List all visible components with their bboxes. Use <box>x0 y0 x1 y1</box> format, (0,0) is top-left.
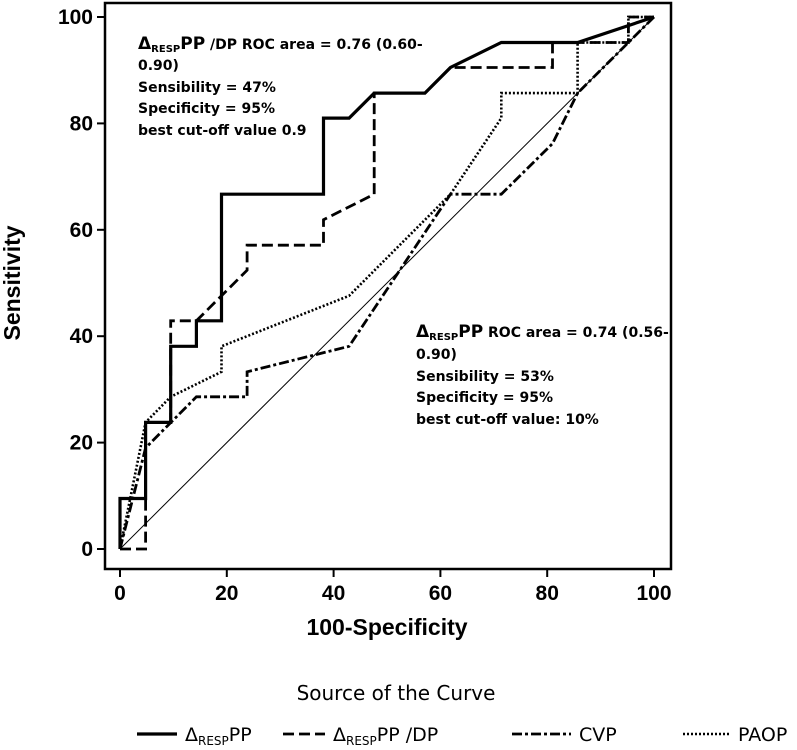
legend-label-dashed: ΔRESPPP /DP <box>333 724 438 748</box>
reference-diagonal-line <box>119 16 655 550</box>
annotation-lower-head-sub: RESP <box>429 332 458 343</box>
roc-curve-dashed <box>120 15 654 551</box>
y-tick-label: 40 <box>70 325 93 348</box>
x-tick-label: 100 <box>636 582 671 605</box>
annotation-upper-head-sub: RESP <box>151 44 180 55</box>
y-tick-label: 60 <box>70 219 93 242</box>
annotation-upper-head-tail: PP <box>180 34 205 54</box>
annotation-lower-line3: Sensibility = 53% <box>416 369 554 385</box>
annotation-upper-line1: /DP ROC area = 0.76 (0.60- <box>205 37 423 53</box>
x-axis-ticks: 0 20 40 60 80 100 <box>114 569 672 605</box>
annotation-lower-line5: best cut-off value: 10% <box>416 412 599 428</box>
legend-label-dotted: PAOP <box>738 724 787 746</box>
legend-label-solid: ΔRESPPP <box>185 724 252 748</box>
annotation-lower-head: Δ <box>416 322 430 342</box>
annotation-upper-line4: Specificity = 95% <box>138 101 275 117</box>
annotation-upper-line2: 0.90) <box>138 58 179 74</box>
y-tick-label: 100 <box>58 6 93 29</box>
y-tick-label: 20 <box>70 432 93 455</box>
annotation-upper-line3: Sensibility = 47% <box>138 80 276 96</box>
roc-curves <box>118 15 655 551</box>
x-tick-label: 60 <box>429 582 452 605</box>
annotation-upper: ΔRESPPP /DP ROC area = 0.76 (0.60- 0.90)… <box>138 34 423 139</box>
x-tick-label: 40 <box>322 582 345 605</box>
annotation-lower-line4: Specificity = 95% <box>416 390 553 406</box>
annotation-lower-line2: 0.90) <box>416 347 457 363</box>
svg-text:ΔRESPPP /DP ROC area = 0.76 (0: ΔRESPPP /DP ROC area = 0.76 (0.60- <box>138 34 423 55</box>
y-axis-title: Sensitivity <box>0 225 25 340</box>
annotation-upper-head: Δ <box>138 34 152 54</box>
x-tick-label: 80 <box>536 582 559 605</box>
x-tick-label: 0 <box>114 582 126 605</box>
annotation-upper-line5: best cut-off value 0.9 <box>138 123 307 139</box>
svg-text:ΔRESPPP ROC area = 0.74 (0.56-: ΔRESPPP ROC area = 0.74 (0.56- <box>416 322 669 343</box>
x-axis-title: 100-Specificity <box>306 614 467 640</box>
plot-frame <box>103 1 673 571</box>
annotation-lower-line1: ROC area = 0.74 (0.56- <box>483 325 669 341</box>
legend: Source of the Curve ΔRESPPP ΔRESPPP /DP CV… <box>137 681 787 748</box>
annotation-lower-head-tail: PP <box>458 322 483 342</box>
legend-title: Source of the Curve <box>297 681 496 705</box>
y-tick-label: 0 <box>81 538 93 561</box>
legend-label-dashdot: CVP <box>579 724 617 746</box>
y-axis-ticks: 0 20 40 60 80 100 <box>58 6 105 561</box>
annotation-lower: ΔRESPPP ROC area = 0.74 (0.56- 0.90) Sen… <box>416 322 669 428</box>
roc-curve-dotted <box>118 15 654 550</box>
roc-curve-dashdot <box>118 16 655 550</box>
y-tick-label: 80 <box>70 112 93 135</box>
x-tick-label: 20 <box>215 582 238 605</box>
